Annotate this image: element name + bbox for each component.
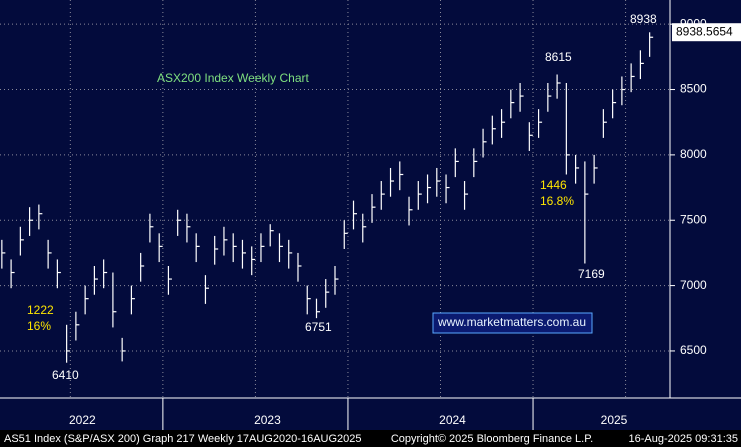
y-tick-label: 7500 xyxy=(680,212,707,226)
annotation: 1222 xyxy=(27,303,54,317)
annotation: 7169 xyxy=(578,267,605,281)
footer-center: Copyright© 2025 Bloomberg Finance L.P. xyxy=(391,433,593,445)
annotation: 6410 xyxy=(52,368,79,382)
annotation: 6751 xyxy=(305,320,332,334)
watermark: www.marketmatters.com.au xyxy=(437,315,586,329)
x-tick-label: 2022 xyxy=(69,413,96,427)
footer-right: 16-Aug-2025 09:31:35 xyxy=(629,433,738,445)
x-tick-label: 2023 xyxy=(254,413,281,427)
y-tick-label: 7000 xyxy=(680,278,707,292)
x-tick-label: 2024 xyxy=(439,413,466,427)
y-tick-label: 8500 xyxy=(680,82,707,96)
last-price-box xyxy=(672,23,741,42)
chart-title: ASX200 Index Weekly Chart xyxy=(157,71,310,85)
y-tick-label: 8000 xyxy=(680,147,707,161)
footer-background xyxy=(0,430,741,447)
annotation: 16.8% xyxy=(540,194,574,208)
annotation: 1446 xyxy=(540,178,567,192)
footer-left: AS51 Index (S&P/ASX 200) Graph 217 Weekl… xyxy=(4,433,362,445)
annotation: 8938 xyxy=(630,12,657,26)
watermark-box xyxy=(432,312,593,334)
annotation: 8615 xyxy=(545,50,572,64)
last-price-label: 8938.5654 xyxy=(676,24,733,38)
x-tick-label: 2025 xyxy=(601,413,628,427)
plot-background xyxy=(0,0,741,430)
y-tick-label: 6500 xyxy=(680,343,707,357)
annotation: 16% xyxy=(27,319,51,333)
